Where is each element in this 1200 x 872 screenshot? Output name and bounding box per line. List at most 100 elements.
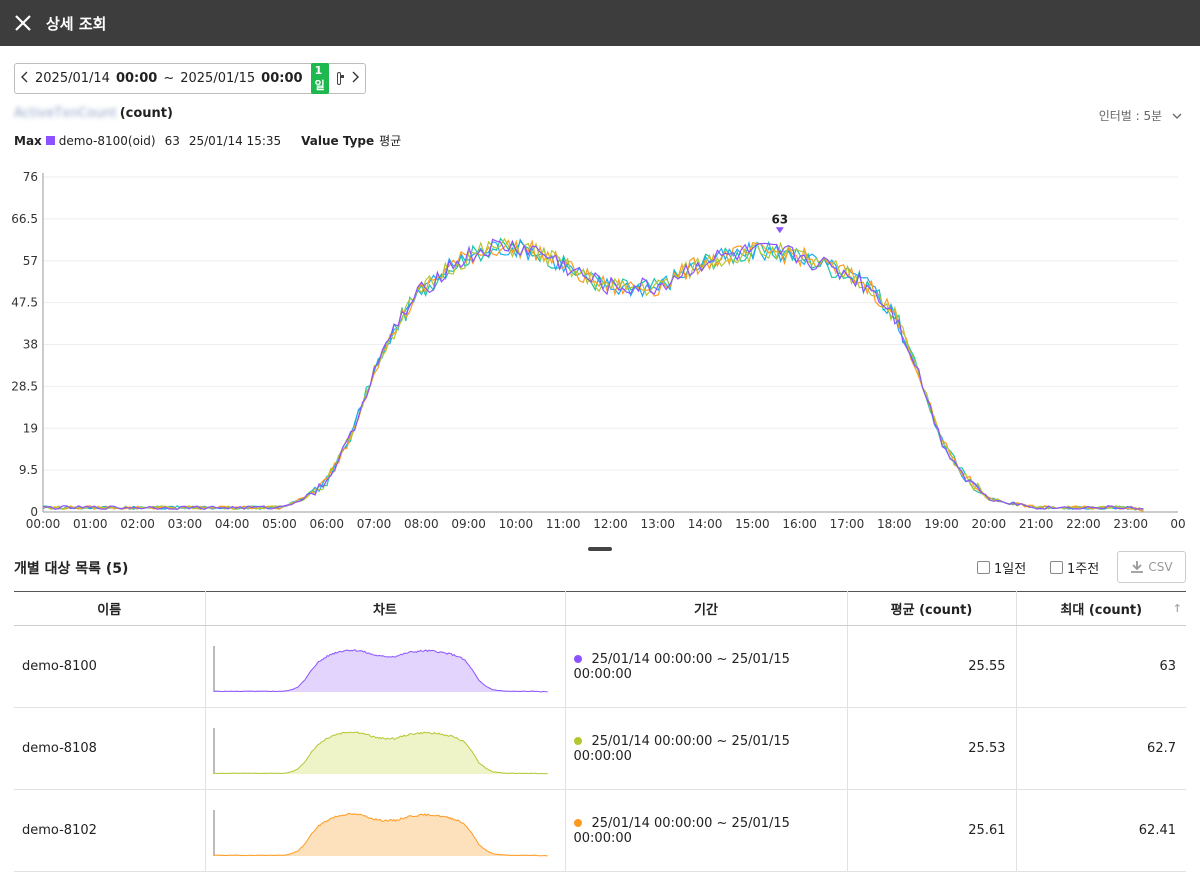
col-max-label: 최대 (count) bbox=[1060, 603, 1143, 618]
spark-area bbox=[213, 813, 549, 856]
y-tick-label: 28.5 bbox=[11, 379, 38, 393]
prev-day-label: 1일전 bbox=[994, 562, 1027, 577]
y-tick-label: 76 bbox=[23, 170, 38, 184]
row-period: 25/01/14 00:00:00 ~ 25/01/15 00:00:00 bbox=[565, 707, 848, 790]
x-tick-label: 20:00 bbox=[972, 517, 1007, 531]
x-tick-label: 19:00 bbox=[924, 517, 959, 531]
table-row[interactable]: demo-8100 25/01/14 00:00:00 ~ 25/01/15 0… bbox=[14, 625, 1186, 708]
y-tick-label: 66.5 bbox=[11, 212, 38, 226]
date-range-picker[interactable]: 2025/01/14 00:00 ~ 2025/01/15 00:00 1일 bbox=[14, 63, 366, 94]
range-badge[interactable]: 1일 bbox=[310, 63, 329, 94]
csv-label: CSV bbox=[1148, 560, 1173, 574]
interval-select[interactable]: 인터벌 : 5분 bbox=[1099, 107, 1182, 124]
chart-title: ActiveTxnCount (count) bbox=[14, 106, 173, 121]
max-value: 63 bbox=[164, 133, 180, 148]
range-separator: ~ bbox=[163, 71, 175, 86]
start-time: 00:00 bbox=[115, 71, 158, 86]
spark-line bbox=[213, 649, 548, 693]
next-range-button[interactable] bbox=[351, 71, 359, 87]
series-line bbox=[42, 238, 1144, 510]
value-type-label: Value Type bbox=[301, 133, 375, 148]
prev-week-label: 1주전 bbox=[1067, 562, 1100, 577]
x-tick-label: 01:00 bbox=[73, 517, 108, 531]
x-tick-label: 15:00 bbox=[735, 517, 770, 531]
x-tick-label: 09:00 bbox=[451, 517, 486, 531]
table-header-row: 이름 차트 기간 평균 (count) 최대 (count) ↑ bbox=[14, 591, 1186, 626]
line-chart[interactable]: 76 66.5 57 47.5 38 28.5 19 9.5 000:00 01:00 02:00 0… bbox=[0, 165, 1200, 540]
row-sparkline bbox=[205, 707, 566, 790]
x-tick-label: 11:00 bbox=[546, 517, 581, 531]
series-dot bbox=[573, 819, 582, 827]
x-tick-label: 08:00 bbox=[404, 517, 439, 531]
row-avg: 25.61 bbox=[847, 789, 1017, 872]
peak-marker bbox=[775, 227, 784, 234]
calendar-icon[interactable] bbox=[336, 72, 345, 85]
x-tick-label: 17:00 bbox=[830, 517, 865, 531]
y-tick-label: 57 bbox=[23, 254, 38, 268]
x-tick-label: 16:00 bbox=[782, 517, 817, 531]
x-tick-label: 21:00 bbox=[1019, 517, 1054, 531]
x-tick-label: 05:00 bbox=[262, 517, 297, 531]
row-sparkline bbox=[205, 625, 566, 708]
checkbox-box[interactable] bbox=[977, 561, 990, 574]
row-max: 63 bbox=[1016, 625, 1186, 708]
y-tick-label: 38 bbox=[23, 338, 38, 352]
sort-asc-icon[interactable]: ↑ bbox=[1172, 602, 1182, 615]
col-avg[interactable]: 평균 (count) bbox=[847, 591, 1017, 626]
col-chart: 차트 bbox=[205, 591, 566, 626]
close-button[interactable] bbox=[0, 0, 46, 46]
download-icon bbox=[1131, 561, 1144, 573]
y-tick-label: 9.5 bbox=[19, 463, 38, 477]
spark-line bbox=[213, 812, 548, 857]
x-tick-label: 00:00 bbox=[26, 517, 61, 531]
y-tick-label: 19 bbox=[23, 421, 38, 435]
x-tick-label: 13:00 bbox=[640, 517, 675, 531]
top-bar: 상세 조회 bbox=[0, 0, 1200, 46]
row-sparkline bbox=[205, 789, 566, 872]
series-dot bbox=[573, 737, 582, 745]
row-period-text: 25/01/14 00:00:00 ~ 25/01/15 00:00:00 bbox=[573, 733, 790, 764]
table-row[interactable]: demo-8102 25/01/14 00:00:00 ~ 25/01/15 0… bbox=[14, 789, 1186, 872]
row-period: 25/01/14 00:00:00 ~ 25/01/15 00:00:00 bbox=[565, 789, 848, 872]
metric-unit: (count) bbox=[119, 106, 173, 121]
spark-area bbox=[213, 649, 549, 692]
resize-handle[interactable] bbox=[588, 547, 612, 551]
max-info: Max demo-8100(oid) 63 25/01/14 15:35 Val… bbox=[14, 132, 401, 149]
y-tick-label: 0 bbox=[30, 505, 38, 519]
x-tick-label: 00 bbox=[1170, 517, 1185, 531]
col-max[interactable]: 최대 (count) ↑ bbox=[1016, 591, 1186, 626]
x-tick-label: 07:00 bbox=[357, 517, 392, 531]
csv-download-button[interactable]: CSV bbox=[1117, 551, 1186, 583]
col-name[interactable]: 이름 bbox=[14, 591, 206, 626]
series-color-swatch bbox=[45, 136, 55, 145]
prev-range-button[interactable] bbox=[21, 71, 29, 87]
prev-week-checkbox[interactable]: 1주전 bbox=[1050, 558, 1099, 577]
metric-name: ActiveTxnCount bbox=[14, 106, 117, 121]
x-tick-label: 04:00 bbox=[215, 517, 250, 531]
value-type: 평균 bbox=[379, 134, 402, 148]
row-max: 62.41 bbox=[1016, 789, 1186, 872]
spark-line bbox=[213, 731, 548, 775]
row-name: demo-8100 bbox=[14, 625, 206, 708]
spark-area bbox=[213, 732, 549, 774]
row-period: 25/01/14 00:00:00 ~ 25/01/15 00:00:00 bbox=[565, 625, 848, 708]
target-list-title: 개별 대상 목록 (5) bbox=[14, 561, 129, 577]
interval-label: 인터벌 : 5분 bbox=[1098, 109, 1163, 123]
x-tick-label: 18:00 bbox=[877, 517, 912, 531]
row-max: 62.7 bbox=[1016, 707, 1186, 790]
max-instance: demo-8100(oid) bbox=[58, 133, 156, 148]
table-row[interactable]: demo-8108 25/01/14 00:00:00 ~ 25/01/15 0… bbox=[14, 707, 1186, 790]
series-line bbox=[42, 237, 1144, 511]
end-date: 2025/01/15 bbox=[180, 71, 256, 86]
x-tick-label: 02:00 bbox=[120, 517, 155, 531]
target-table: 이름 차트 기간 평균 (count) 최대 (count) ↑ demo-810… bbox=[14, 591, 1186, 872]
x-tick-label: 22:00 bbox=[1066, 517, 1101, 531]
chevron-left-icon bbox=[21, 71, 28, 82]
col-period[interactable]: 기간 bbox=[565, 591, 848, 626]
peak-label: 63 bbox=[771, 212, 788, 226]
close-icon bbox=[15, 15, 31, 31]
max-label: Max bbox=[14, 133, 42, 148]
row-period-text: 25/01/14 00:00:00 ~ 25/01/15 00:00:00 bbox=[573, 815, 790, 846]
checkbox-box[interactable] bbox=[1050, 561, 1063, 574]
prev-day-checkbox[interactable]: 1일전 bbox=[977, 558, 1026, 577]
